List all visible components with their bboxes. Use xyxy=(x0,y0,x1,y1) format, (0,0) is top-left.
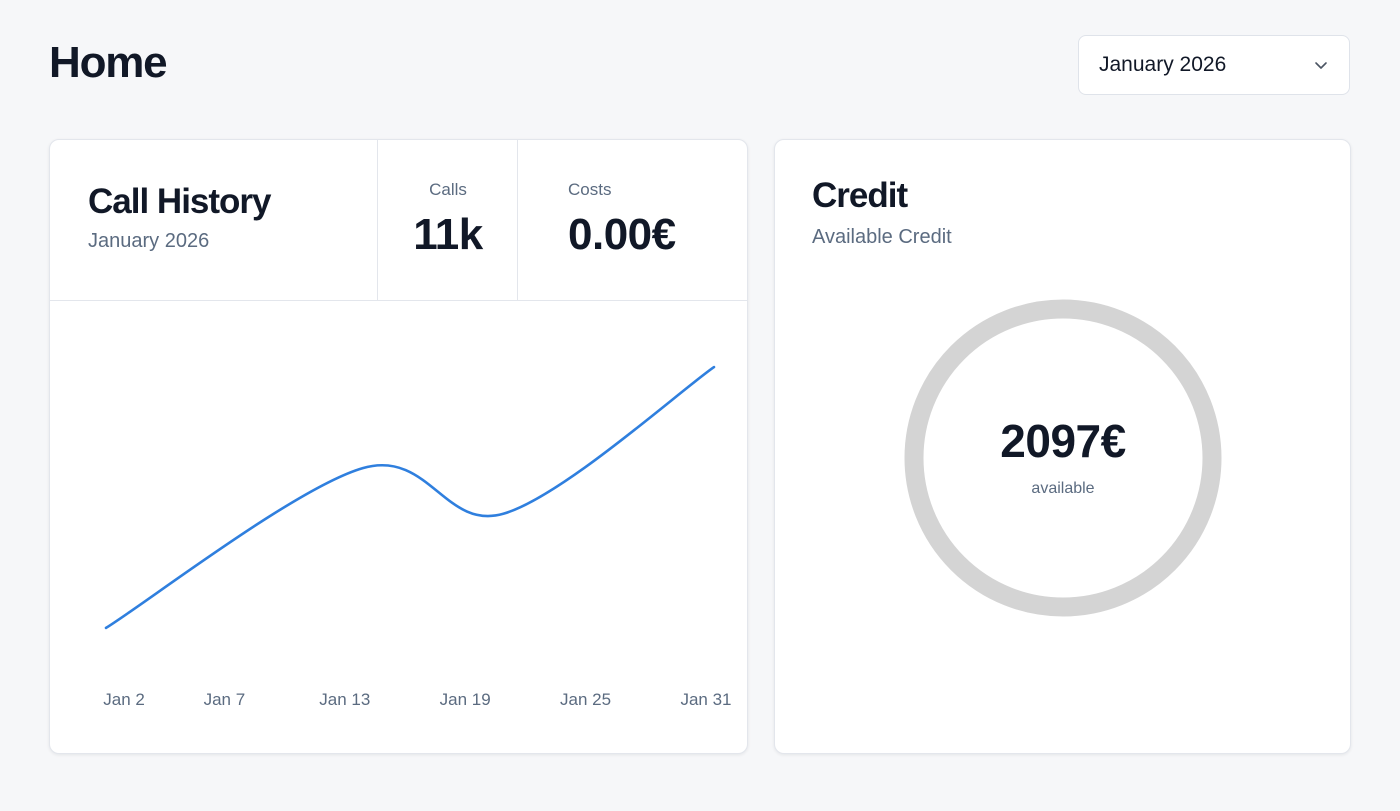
call-history-chart: Jan 2 Jan 7 Jan 13 Jan 19 Jan 25 Jan 31 xyxy=(50,301,747,753)
calls-label: Calls xyxy=(429,180,467,199)
costs-value: 0.00€ xyxy=(568,210,676,259)
credit-title: Credit xyxy=(812,176,908,215)
x-tick-label: Jan 19 xyxy=(439,690,491,709)
x-tick-label: Jan 25 xyxy=(560,690,612,709)
page-title: Home xyxy=(49,38,168,87)
x-tick-label: Jan 7 xyxy=(203,690,246,709)
x-tick-label: Jan 2 xyxy=(103,690,145,709)
call-history-chart-svg xyxy=(104,365,716,630)
credit-amount: 2097€ xyxy=(1000,415,1126,467)
credit-subtitle: Available Credit xyxy=(812,226,952,248)
call-history-subtitle: January 2026 xyxy=(88,230,210,252)
x-tick-label: Jan 13 xyxy=(319,690,371,709)
calls-stat: Calls 11k xyxy=(377,140,518,300)
calls-value: 11k xyxy=(413,210,483,259)
call-history-card: Call History January 2026 Calls 11k Cost… xyxy=(49,139,748,754)
costs-label: Costs xyxy=(568,180,612,199)
call-history-series-line-0 xyxy=(104,365,716,630)
x-tick-label: Jan 31 xyxy=(680,690,732,709)
credit-card: Credit Available Credit 2097€ available xyxy=(774,139,1351,754)
credit-amount-caption: available xyxy=(1031,480,1095,497)
month-select-value: January 2026 xyxy=(1099,53,1227,76)
chevron-down-icon xyxy=(1315,62,1327,69)
credit-ring xyxy=(904,299,1222,617)
call-history-header: Call History January 2026 Calls 11k Cost… xyxy=(50,140,747,301)
credit-ring-track xyxy=(904,299,1222,617)
month-select[interactable]: January 2026 xyxy=(1078,35,1350,95)
call-history-title: Call History xyxy=(88,182,271,221)
costs-stat: Costs 0.00€ xyxy=(517,140,747,300)
